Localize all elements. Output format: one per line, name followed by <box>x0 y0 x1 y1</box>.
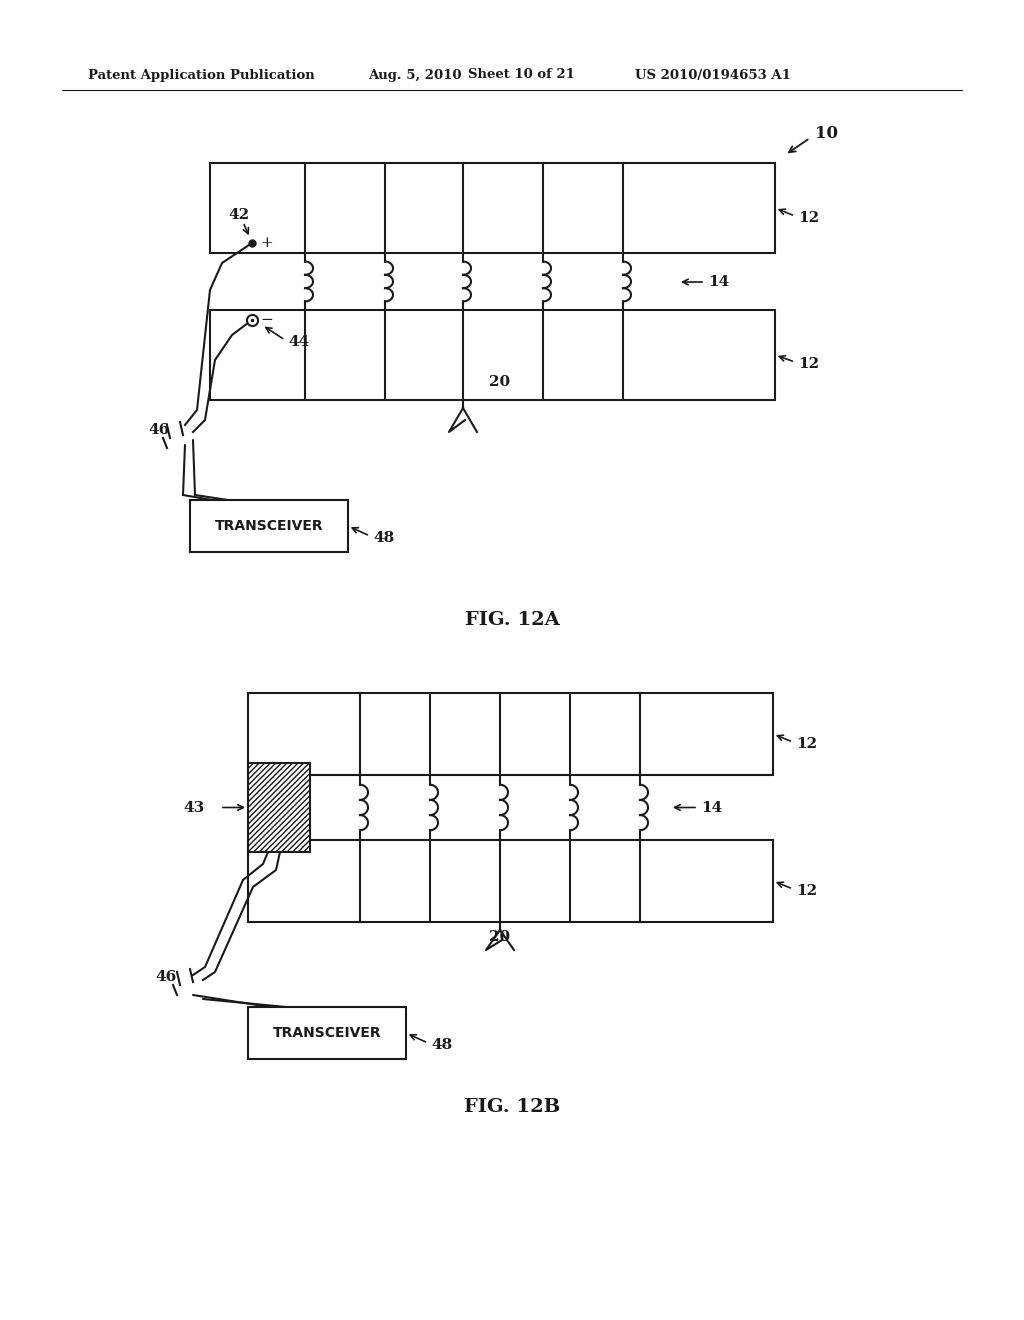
Text: FIG. 12B: FIG. 12B <box>464 1098 560 1115</box>
Text: 20: 20 <box>489 931 511 944</box>
Text: TRANSCEIVER: TRANSCEIVER <box>272 1026 381 1040</box>
Bar <box>248 840 773 921</box>
Bar <box>190 500 348 552</box>
Text: −: − <box>260 313 272 327</box>
Text: US 2010/0194653 A1: US 2010/0194653 A1 <box>635 69 791 82</box>
Bar <box>248 693 773 775</box>
Bar <box>210 310 775 400</box>
Text: 43: 43 <box>183 800 205 814</box>
Text: 42: 42 <box>228 209 249 222</box>
Text: 46: 46 <box>148 422 169 437</box>
Text: TRANSCEIVER: TRANSCEIVER <box>215 519 324 533</box>
Text: 10: 10 <box>815 124 838 141</box>
Text: 12: 12 <box>796 737 817 751</box>
Text: Aug. 5, 2010: Aug. 5, 2010 <box>368 69 462 82</box>
Text: Sheet 10 of 21: Sheet 10 of 21 <box>468 69 574 82</box>
Text: 20: 20 <box>489 375 511 389</box>
Text: 46: 46 <box>155 970 176 983</box>
Text: 14: 14 <box>701 800 722 814</box>
Bar <box>210 162 775 253</box>
Text: FIG. 12A: FIG. 12A <box>465 611 559 630</box>
Text: 12: 12 <box>798 211 819 224</box>
Bar <box>248 763 310 851</box>
Text: 12: 12 <box>796 884 817 898</box>
Text: 12: 12 <box>798 356 819 371</box>
Bar <box>248 1007 406 1059</box>
Text: 48: 48 <box>373 531 394 545</box>
Text: +: + <box>260 236 272 249</box>
Text: 48: 48 <box>431 1038 453 1052</box>
Text: Patent Application Publication: Patent Application Publication <box>88 69 314 82</box>
Text: 44: 44 <box>288 335 309 348</box>
Text: 14: 14 <box>708 275 729 289</box>
